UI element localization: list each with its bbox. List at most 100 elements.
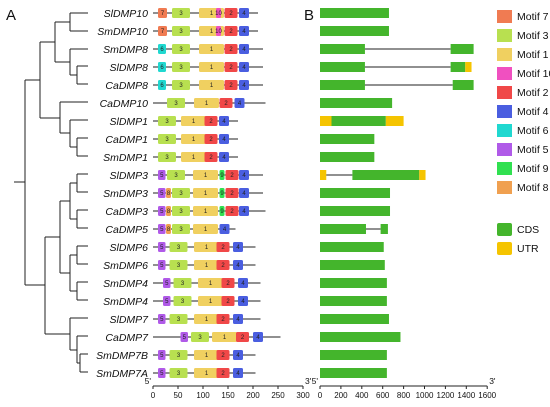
structure-row: [320, 134, 375, 144]
motif-number: 4: [236, 371, 240, 377]
motif-number: 2: [209, 137, 213, 143]
motif-number: 3: [177, 371, 181, 377]
five-prime-label: 5': [145, 376, 152, 386]
legend-swatch: [497, 162, 512, 175]
motif-box: [216, 368, 230, 378]
motif-number: 1: [205, 371, 209, 377]
motif-box: [221, 278, 235, 288]
motif-number: 2: [229, 47, 233, 53]
motif-number: 3: [177, 263, 181, 269]
motif-number: 1: [205, 101, 209, 107]
structure-row: [320, 314, 389, 324]
utr-segment: [320, 116, 332, 126]
legend-item: CDS: [497, 223, 539, 236]
motif-number: 4: [222, 119, 226, 125]
legend-label: Motif 5: [517, 144, 549, 156]
motif-box: [194, 368, 219, 378]
motif-number: 5: [183, 335, 187, 341]
motif-row: 6 3 1 2 4: [153, 44, 263, 54]
motif-box: [204, 152, 218, 162]
legend-item: Motif 3: [497, 29, 549, 42]
motif-box: [216, 26, 221, 36]
motif-box: [169, 242, 188, 252]
phylogenetic-tree: [14, 12, 88, 373]
structure-row: [320, 44, 474, 54]
motif-box: [172, 44, 190, 54]
motif-number: 2: [221, 245, 225, 251]
structure-row: [320, 188, 391, 198]
structure-row: [320, 332, 401, 342]
motif-number: 4: [236, 263, 240, 269]
legend-item: Motif 6: [497, 124, 549, 137]
motif-number: 1: [210, 83, 214, 89]
gene-label: SlDMP10: [104, 8, 149, 20]
gene-label: SmDMP8: [103, 44, 148, 56]
motif-number: 8: [167, 209, 171, 215]
motif-number: 1: [192, 155, 196, 161]
motif-box: [158, 260, 166, 270]
motif-box: [198, 296, 223, 306]
gene-label: SmDMP7B: [96, 350, 148, 362]
motif-box: [158, 80, 166, 90]
cds-segment: [320, 98, 393, 108]
motif-box: [216, 242, 230, 252]
motif-box: [166, 206, 171, 216]
motif-box: [169, 314, 188, 324]
motif-box: [239, 170, 249, 180]
motif-box: [216, 314, 230, 324]
motif-number: 4: [242, 29, 246, 35]
legend-swatch: [497, 10, 512, 23]
legend-swatch: [497, 181, 512, 194]
legend-item: Motif 1: [497, 48, 549, 61]
motif-row: 7 3 1 10 2 4: [153, 8, 258, 18]
motif-number: 2: [229, 29, 233, 35]
cds-segment: [450, 62, 466, 72]
motif-number: 3: [165, 137, 169, 143]
legend-swatch: [497, 124, 512, 137]
cds-segment: [320, 278, 387, 288]
motif-number: 4: [238, 101, 242, 107]
motif-number: 6: [160, 65, 164, 71]
motif-box: [239, 62, 249, 72]
cds-segment: [352, 170, 420, 180]
motif-number: 2: [209, 119, 213, 125]
motif-number: 1: [204, 227, 208, 233]
cds-segment: [320, 134, 375, 144]
motif-number: 3: [181, 299, 185, 305]
gene-label: SlDMP8: [109, 62, 148, 74]
motif-box: [180, 332, 188, 342]
gene-label: CaDMP7: [105, 332, 149, 344]
cds-segment: [320, 368, 387, 378]
motif-box: [194, 350, 219, 360]
structure-row: [320, 368, 387, 378]
gene-label: SmDMP4: [103, 296, 148, 308]
motif-number: 4: [222, 155, 226, 161]
motif-box: [193, 206, 218, 216]
motif-tracks: 7 3 1 10 2 47 3 1 10 2 46 3 1 2 46 3 1 2 46 3 1 2 43 1 2 43 1 2 43 1 2…: [153, 8, 281, 378]
motif-number: 2: [241, 335, 245, 341]
motif-number: 2: [226, 281, 230, 287]
legend: Motif 7 Motif 3 Motif 1 Motif 10 Motif 2 Moti…: [497, 10, 550, 255]
cds-segment: [320, 206, 391, 216]
axis-tick-label: 200: [334, 391, 348, 400]
motif-number: 2: [221, 371, 225, 377]
motif-box: [158, 134, 176, 144]
axis-tick-label: 600: [376, 391, 390, 400]
structure-row: [320, 278, 387, 288]
motif-box: [158, 170, 166, 180]
motif-box: [158, 8, 167, 18]
utr-segment: [320, 170, 327, 180]
motif-row: 5 3 1 2 4: [153, 278, 261, 288]
motif-box: [158, 44, 166, 54]
structure-row: [320, 350, 387, 360]
legend-item: UTR: [497, 242, 539, 255]
motif-row: 5 3 1 2 4: [153, 368, 256, 378]
legend-item: Motif 4: [497, 105, 549, 118]
structure-row: [320, 224, 388, 234]
axis-tick-label: 1000: [416, 391, 434, 400]
structure-row: [320, 62, 472, 72]
motif-box: [169, 368, 188, 378]
legend-swatch: [497, 223, 512, 236]
structure-row: [320, 152, 375, 162]
